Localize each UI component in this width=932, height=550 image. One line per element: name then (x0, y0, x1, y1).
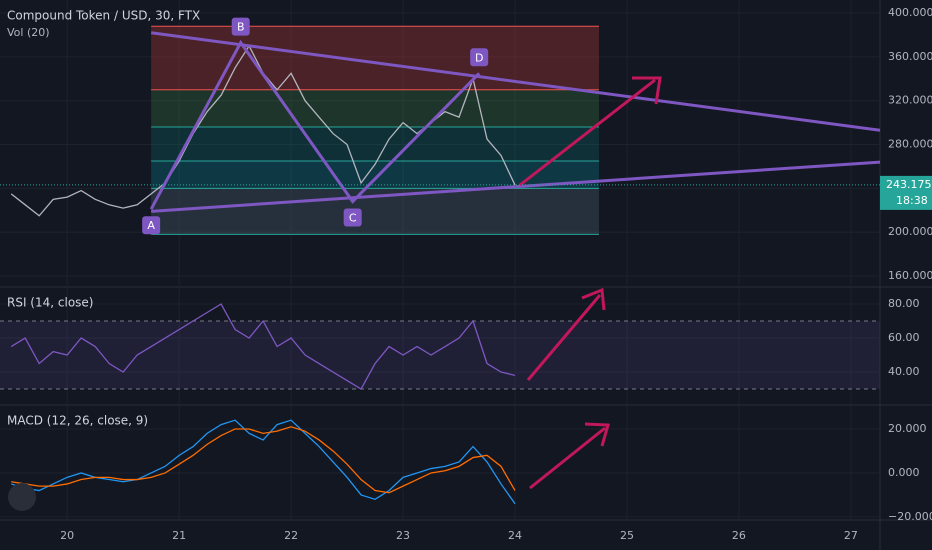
y-tick-label: −20.000 (888, 510, 932, 523)
y-tick-label: 160.000 (888, 269, 932, 282)
y-tick-label: 0.000 (888, 466, 920, 479)
fib-band (151, 89, 599, 128)
point-badge (142, 216, 161, 235)
point-label: D (475, 51, 483, 64)
fib-band (151, 127, 599, 161)
point-badge (470, 48, 489, 67)
x-tick-label: 22 (284, 529, 298, 542)
trendline (150, 31, 881, 132)
x-tick-label: 27 (844, 529, 858, 542)
x-tick-label: 26 (732, 529, 746, 542)
arrow (519, 76, 662, 187)
rsi-band (0, 321, 880, 390)
point-label: A (147, 219, 155, 232)
last-price-box (880, 175, 932, 210)
x-tick-label: 25 (620, 529, 634, 542)
point-label: B (237, 21, 245, 34)
pane-title: RSI (14, close) (7, 296, 93, 310)
series-line (10, 303, 516, 390)
pane-title: Compound Token / USD, 30, FTX (7, 9, 200, 23)
x-tick-label: 21 (172, 529, 186, 542)
pane-subtitle: Vol (20) (7, 26, 50, 39)
point-badge (343, 208, 362, 227)
pattern-line (149, 39, 481, 210)
fib-band (151, 160, 599, 189)
y-tick-label: 80.00 (888, 297, 920, 310)
y-tick-label: 400.000 (888, 6, 932, 19)
point-badge (231, 17, 250, 36)
last-time: 18:38 (896, 194, 928, 207)
x-tick-label: 24 (508, 529, 522, 542)
last-price: 243.175 (886, 178, 932, 191)
y-tick-label: 360.000 (888, 50, 932, 63)
x-tick-label: 20 (60, 529, 74, 542)
fib-band (151, 26, 599, 90)
pane-title: MACD (12, 26, close, 9) (7, 414, 148, 428)
trendline (151, 160, 881, 213)
point-label: C (349, 212, 357, 225)
y-tick-label: 60.00 (888, 331, 920, 344)
x-tick-label: 23 (396, 529, 410, 542)
series-line (11, 426, 516, 494)
logo (8, 483, 36, 511)
y-tick-label: 20.000 (888, 422, 927, 435)
y-tick-label: 40.00 (888, 365, 920, 378)
arrow (526, 287, 606, 381)
arrow (529, 422, 610, 490)
arrows (519, 76, 662, 490)
y-tick-label: 200.000 (888, 225, 932, 238)
y-tick-label: 280.000 (888, 138, 932, 151)
y-tick-label: 320.000 (888, 94, 932, 107)
